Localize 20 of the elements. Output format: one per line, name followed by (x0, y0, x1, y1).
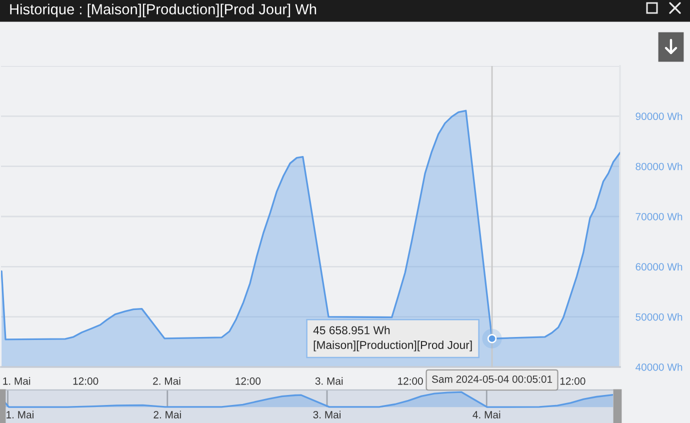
y-tick-label: 50000 Wh (636, 313, 682, 321)
y-tick-label: 70000 Wh (636, 212, 682, 220)
x-tick-label: 4. Mai (472, 410, 500, 418)
x-tick-label: 12:00 (398, 377, 423, 385)
y-tick-label: 90000 Wh (636, 112, 682, 120)
x-tick-label: 12:00 (73, 377, 98, 385)
x-tick-label: 3. Mai (315, 377, 343, 385)
x-tick-label: 1. Mai (3, 377, 30, 385)
ref-line-label: Sam 2024-05-04 00:05:01 (432, 375, 552, 383)
x-tick-label: 2. Mai (154, 410, 181, 418)
chart-title: Historique : [Maison][Production][Prod Jour] Wh (10, 4, 316, 18)
x-tick-label: 12:00 (236, 377, 261, 385)
x-tick-label: 12:00 (560, 377, 586, 385)
y-tick-label: 60000 Wh (636, 262, 682, 271)
y-tick-label: 40000 Wh (636, 363, 682, 371)
annotation: 45 658.951 Wh [Maison][Production][Prod Jour] (313, 326, 472, 352)
y-tick-label: 80000 Wh (636, 162, 682, 170)
x-tick-label: 3. Mai (313, 410, 340, 418)
x-tick-label: 2. Mai (153, 377, 180, 385)
x-tick-label: 1. Mai (6, 410, 34, 418)
